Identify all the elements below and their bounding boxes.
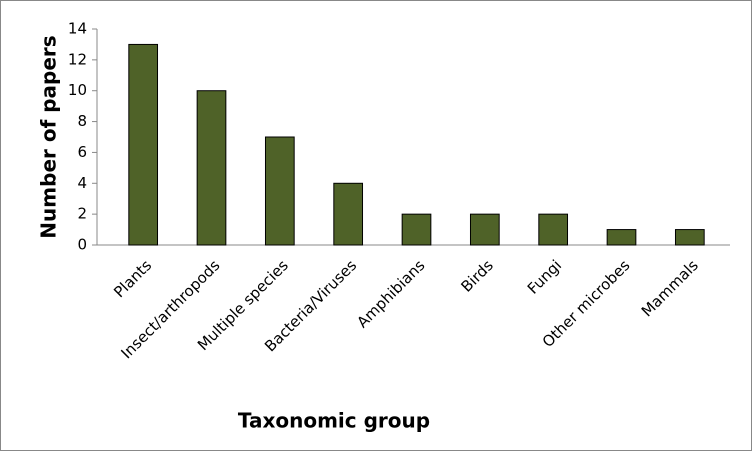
bar (606, 229, 637, 246)
bar (401, 213, 432, 246)
y-tick-label: 8 (77, 112, 87, 130)
bar (128, 43, 159, 246)
y-tick-label: 10 (68, 81, 87, 99)
y-tick-label: 4 (77, 174, 87, 192)
y-tick-label: 14 (68, 20, 87, 38)
bar (333, 182, 364, 246)
y-tick-label: 2 (77, 205, 87, 223)
x-axis-title: Taxonomic group (238, 409, 430, 433)
y-tick-label: 12 (68, 50, 87, 68)
y-axis-title: Number of papers (37, 35, 61, 238)
y-tick-label: 6 (77, 143, 87, 161)
bar (196, 90, 227, 246)
bar (264, 136, 295, 246)
y-tick-label: 0 (77, 236, 87, 254)
bar (538, 213, 569, 246)
bar (674, 229, 705, 246)
bar (469, 213, 500, 246)
